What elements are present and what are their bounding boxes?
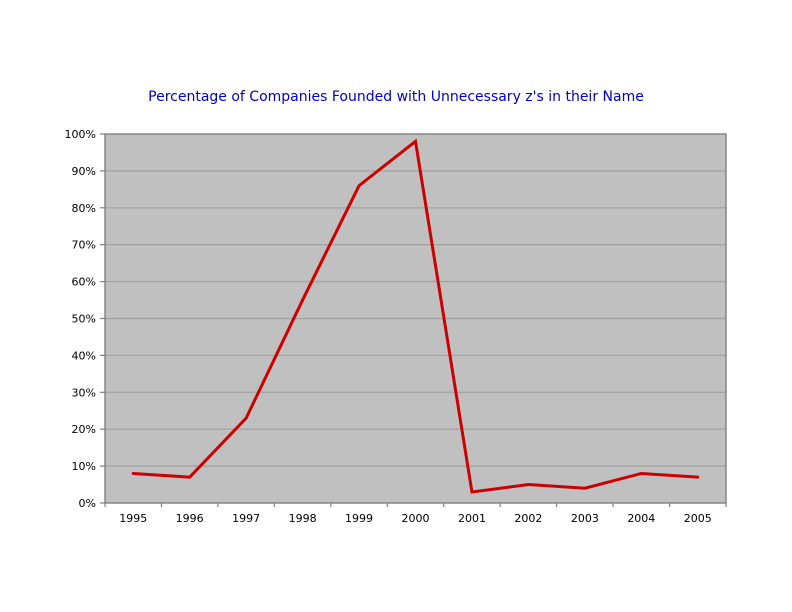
y-axis-label: 90% [72, 165, 96, 178]
y-axis-label: 70% [72, 239, 96, 252]
y-axis-label: 30% [72, 386, 96, 399]
x-axis-label: 2002 [514, 512, 542, 525]
y-axis-label: 100% [65, 128, 96, 141]
y-axis-label: 40% [72, 349, 96, 362]
x-axis-label: 2003 [571, 512, 599, 525]
y-axis-label: 0% [79, 497, 96, 510]
x-axis-label: 1995 [119, 512, 147, 525]
data-series-line [131, 138, 700, 494]
x-axis-label: 2004 [627, 512, 655, 525]
y-axis-label: 20% [72, 423, 96, 436]
y-axis-label: 10% [72, 460, 96, 473]
x-axis-label: 1999 [345, 512, 373, 525]
x-axis-label: 1997 [232, 512, 260, 525]
x-axis-label: 1996 [176, 512, 204, 525]
x-axis-label: 2000 [402, 512, 430, 525]
y-axis-label: 50% [72, 313, 96, 326]
x-axis-label: 1998 [289, 512, 317, 525]
x-axis-label: 2005 [684, 512, 712, 525]
x-axis-label: 2001 [458, 512, 486, 525]
y-axis-label: 80% [72, 202, 96, 215]
chart-title: Percentage of Companies Founded with Unn… [148, 89, 644, 105]
y-axis-label: 60% [72, 276, 96, 289]
